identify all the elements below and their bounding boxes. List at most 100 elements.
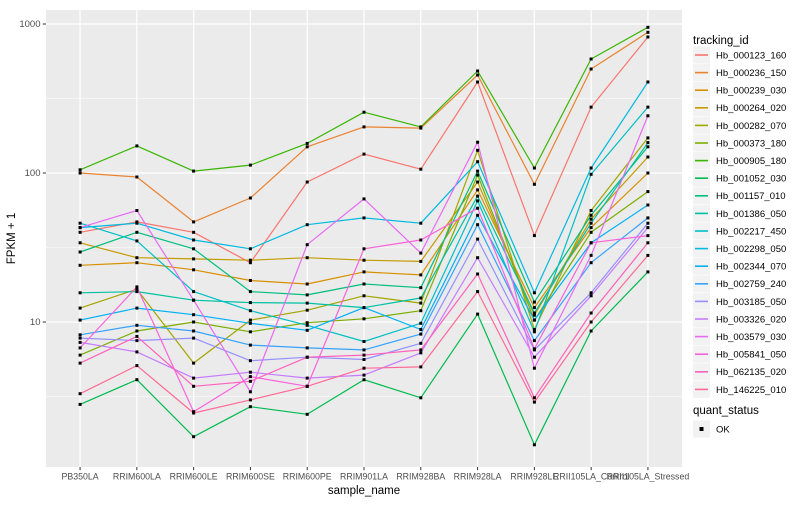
data-point	[362, 348, 366, 352]
x-tick-label: RRIM600SE	[226, 472, 275, 482]
data-point	[192, 220, 196, 224]
data-point	[476, 272, 480, 276]
data-point	[646, 216, 650, 220]
data-point	[646, 80, 650, 84]
data-point	[192, 230, 196, 234]
data-point	[532, 443, 536, 447]
data-point	[362, 366, 366, 370]
data-point	[476, 188, 480, 192]
legend-entry-Hb_001386_050: Hb_001386_050	[693, 204, 786, 222]
data-point	[532, 166, 536, 170]
legend-entry-label: Hb_003185_050	[716, 297, 786, 308]
legend-entry-Hb_003185_050: Hb_003185_050	[693, 292, 786, 310]
data-point	[135, 306, 139, 310]
data-point	[419, 238, 423, 242]
data-point	[78, 336, 82, 340]
data-point	[476, 194, 480, 198]
data-point	[192, 268, 196, 272]
data-point	[305, 141, 309, 145]
data-point	[532, 355, 536, 359]
data-point	[305, 376, 309, 380]
data-point	[305, 301, 309, 305]
legend-entry-label: OK	[716, 424, 730, 435]
legend-entry-Hb_000905_180: Hb_000905_180	[693, 152, 786, 170]
data-point	[532, 313, 536, 317]
data-point	[248, 163, 252, 167]
legend-entry-label: Hb_001157_010	[716, 191, 786, 202]
legend-entry-label: Hb_000282_070	[716, 121, 786, 132]
data-point	[78, 171, 82, 175]
data-point	[248, 196, 252, 200]
data-point	[192, 329, 196, 333]
ok-square-marker-icon	[699, 427, 704, 431]
data-point	[362, 294, 366, 298]
data-point	[646, 234, 650, 238]
x-tick-label: RRIM600LE	[170, 472, 218, 482]
data-point	[192, 169, 196, 173]
data-point	[646, 30, 650, 34]
data-point	[248, 370, 252, 374]
data-point	[135, 378, 139, 382]
data-point	[305, 323, 309, 327]
data-point	[362, 270, 366, 274]
data-point	[646, 35, 650, 39]
data-point	[419, 341, 423, 345]
legend-entry-Hb_000282_070: Hb_000282_070	[693, 116, 786, 134]
data-point	[476, 140, 480, 144]
data-point	[646, 105, 650, 109]
y-tick-label: 10	[30, 317, 41, 328]
data-point	[646, 226, 650, 230]
data-point	[419, 365, 423, 369]
data-point	[646, 221, 650, 225]
data-point	[192, 320, 196, 324]
data-point	[476, 160, 480, 164]
data-point	[248, 290, 252, 294]
data-point	[248, 375, 252, 379]
data-point	[248, 359, 252, 363]
data-point	[248, 318, 252, 322]
x-tick-label: RRII105LA_Control	[553, 472, 629, 482]
legend-entry-label: Hb_002217_450	[716, 226, 786, 237]
data-point	[589, 209, 593, 212]
data-point	[192, 384, 196, 388]
data-point	[589, 172, 593, 176]
y-axis-title: FPKM + 1	[6, 213, 18, 264]
data-point	[248, 390, 252, 394]
data-point	[476, 73, 480, 77]
data-point	[192, 257, 196, 261]
legend-entry-label: Hb_002759_240	[716, 279, 786, 290]
data-point	[419, 328, 423, 331]
x-tick-label: RRIM901LA	[340, 472, 388, 482]
data-point	[532, 339, 536, 343]
data-point	[78, 333, 82, 337]
legend-entry-label: Hb_000123_160	[716, 50, 786, 61]
data-point	[589, 217, 593, 221]
data-point	[135, 230, 139, 234]
data-point	[532, 318, 536, 322]
data-point	[589, 294, 593, 298]
data-point	[305, 256, 309, 260]
data-point	[248, 379, 252, 383]
data-point	[305, 321, 309, 325]
legend-entry-label: Hb_003326_020	[716, 314, 786, 325]
x-tick-label: RRIM928LE	[510, 472, 558, 482]
data-point	[476, 69, 480, 73]
data-point	[476, 199, 480, 203]
legend-entry-Hb_146225_010: Hb_146225_010	[693, 380, 786, 398]
data-point	[476, 80, 480, 84]
data-point	[248, 343, 252, 347]
data-point	[362, 282, 366, 286]
data-point	[78, 318, 82, 322]
data-point	[135, 290, 139, 294]
data-point	[135, 285, 139, 289]
data-point	[305, 223, 309, 227]
data-point	[419, 309, 423, 313]
data-point	[476, 213, 480, 217]
data-point	[135, 261, 139, 265]
x-tick-label: RRII105LA_Stressed	[607, 472, 690, 482]
data-point	[362, 110, 366, 114]
legend-entry-label: Hb_002344_070	[716, 262, 786, 273]
data-point	[646, 114, 650, 118]
data-point	[419, 125, 423, 129]
